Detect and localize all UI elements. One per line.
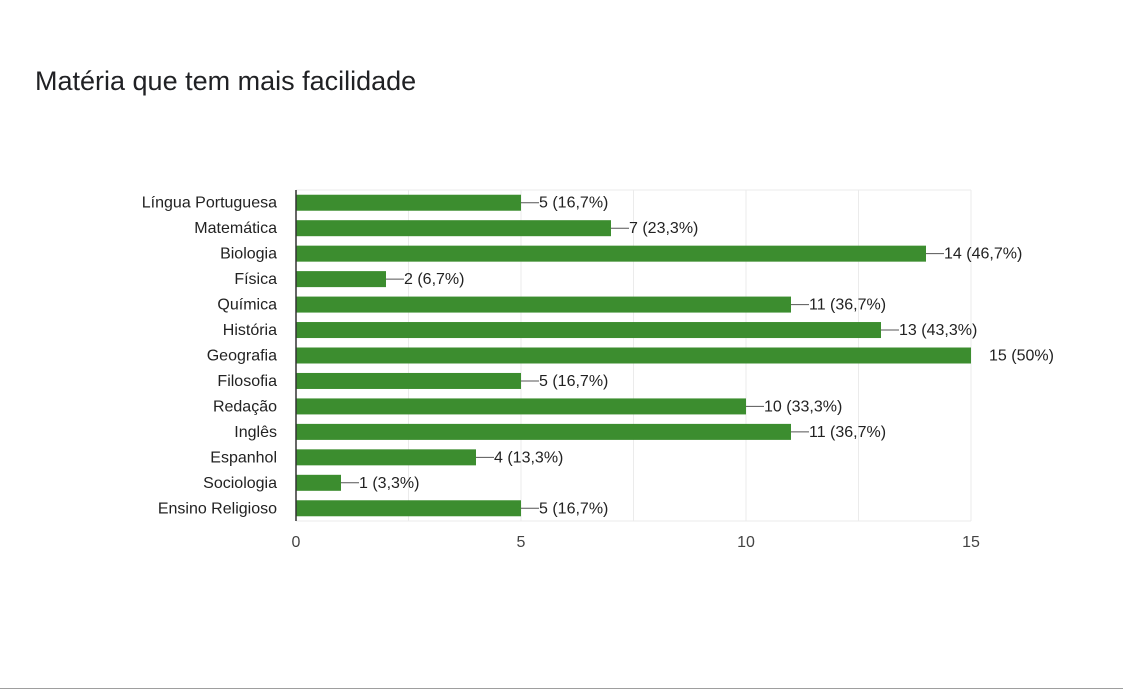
data-label: 5 (16,7%) <box>539 500 608 517</box>
data-label: 5 (16,7%) <box>539 373 608 390</box>
x-tick-label: 10 <box>737 534 755 551</box>
bar[interactable] <box>296 500 521 517</box>
bar[interactable] <box>296 271 386 288</box>
axis-layer: 0 5 10 15 <box>292 190 980 551</box>
category-label: Biologia <box>220 246 277 263</box>
x-tick-label: 0 <box>292 534 301 551</box>
data-label: 1 (3,3%) <box>359 475 419 492</box>
bar[interactable] <box>296 423 791 440</box>
bar[interactable] <box>296 372 521 389</box>
category-label: Espanhol <box>210 449 277 466</box>
x-tick-label: 15 <box>962 534 980 551</box>
label-layer: Língua Portuguesa 5 (16,7%) Matemática 7 (2… <box>142 195 1054 518</box>
category-label: Geografia <box>207 348 277 365</box>
bar[interactable] <box>296 220 611 237</box>
category-label: Redação <box>213 398 277 415</box>
category-label: Inglês <box>234 424 277 441</box>
data-label: 11 (36,7%) <box>809 424 886 441</box>
bar[interactable] <box>296 398 746 415</box>
data-label: 5 (16,7%) <box>539 195 608 212</box>
bar[interactable] <box>296 474 341 491</box>
x-tick-label: 5 <box>517 534 526 551</box>
data-label: 7 (23,3%) <box>629 220 698 237</box>
category-label: História <box>223 322 277 339</box>
category-label: Física <box>234 271 277 288</box>
data-label: 14 (46,7%) <box>944 246 1022 263</box>
bar[interactable] <box>296 322 881 339</box>
bar[interactable] <box>296 194 521 211</box>
category-label: Química <box>217 297 277 314</box>
data-label: 4 (13,3%) <box>494 449 563 466</box>
page-title: Matéria que tem mais facilidade <box>35 66 417 96</box>
data-label: 15 (50%) <box>989 348 1054 365</box>
category-label: Língua Portuguesa <box>142 195 277 212</box>
data-label: 13 (43,3%) <box>899 322 977 339</box>
category-label: Sociologia <box>203 475 277 492</box>
bar[interactable] <box>296 449 476 466</box>
bar[interactable] <box>296 245 926 262</box>
data-label: 10 (33,3%) <box>764 398 842 415</box>
category-label: Matemática <box>194 220 277 237</box>
bar[interactable] <box>296 347 971 364</box>
data-label: 11 (36,7%) <box>809 297 886 314</box>
category-label: Filosofia <box>217 373 277 390</box>
bar-layer <box>296 194 971 517</box>
data-label: 2 (6,7%) <box>404 271 464 288</box>
category-label: Ensino Religioso <box>158 500 277 517</box>
bar[interactable] <box>296 296 791 313</box>
